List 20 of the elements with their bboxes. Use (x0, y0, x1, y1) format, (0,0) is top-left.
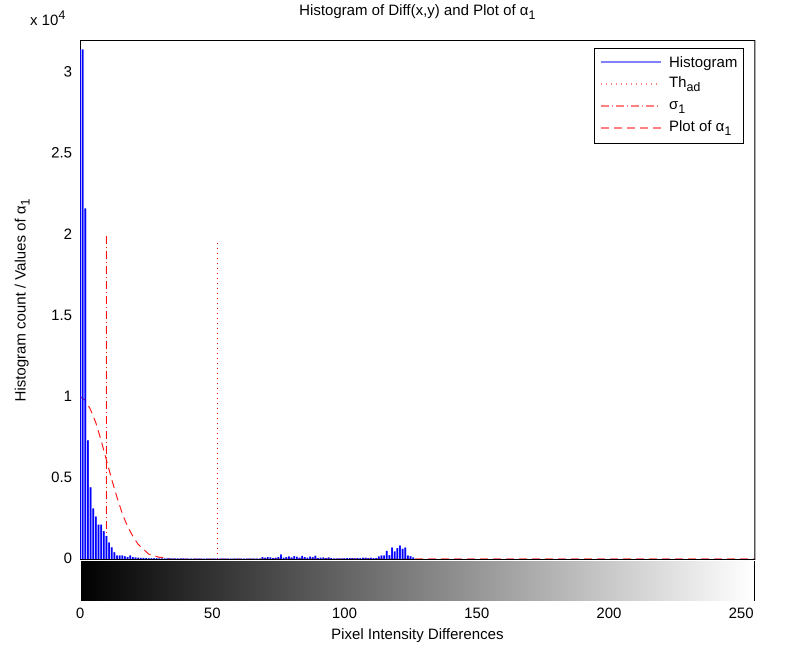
y-tick-label: 1 (64, 388, 72, 405)
legend-label: Histogram (668, 54, 738, 70)
chart-title: Histogram of Diff(x,y) and Plot of α$_{1}$ (299, 2, 536, 22)
x-tick-label: 150 (464, 605, 490, 622)
y-tick-label: 0 (64, 550, 72, 568)
x-tick-label: 50 (204, 605, 221, 622)
legend-label: Th$_{ad}$ (668, 74, 700, 94)
x-tick-label: 250 (728, 605, 754, 622)
legend-label: σ$_{1}$ (668, 96, 686, 116)
x-tick-label: 200 (596, 605, 622, 622)
x-axis-title: Pixel Intensity Differences (331, 626, 504, 643)
y-tick-label: 1.5 (51, 306, 72, 324)
y-tick-label: 2.5 (51, 144, 72, 162)
x-tick-label: 100 (332, 605, 357, 622)
legend-label: Plot of α$_{1}$ (668, 118, 732, 138)
y-tick-label: 0.5 (51, 469, 72, 486)
y-tick-label: 2 (64, 226, 72, 243)
text: x 10$^{4}$ (30, 8, 66, 29)
x-tick-label: 0 (76, 605, 84, 622)
y-tick-label: 3 (64, 64, 72, 81)
